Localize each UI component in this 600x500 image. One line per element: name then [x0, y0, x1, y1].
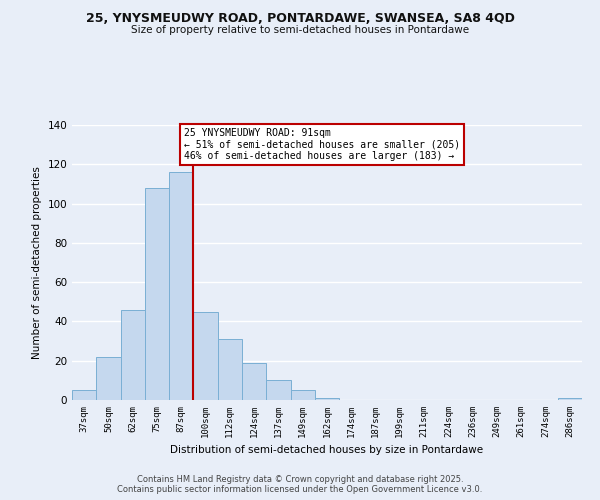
Bar	[558, 398, 582, 400]
Bar	[121, 310, 145, 400]
Bar	[266, 380, 290, 400]
Text: Contains HM Land Registry data © Crown copyright and database right 2025.
Contai: Contains HM Land Registry data © Crown c…	[118, 474, 482, 494]
Text: Size of property relative to semi-detached houses in Pontardawe: Size of property relative to semi-detach…	[131, 25, 469, 35]
Text: 25 YNYSMEUDWY ROAD: 91sqm
← 51% of semi-detached houses are smaller (205)
46% of: 25 YNYSMEUDWY ROAD: 91sqm ← 51% of semi-…	[184, 128, 460, 161]
Bar	[315, 398, 339, 400]
Bar	[218, 339, 242, 400]
Bar	[169, 172, 193, 400]
Bar	[290, 390, 315, 400]
Bar	[242, 362, 266, 400]
Bar	[72, 390, 96, 400]
Bar	[145, 188, 169, 400]
Bar	[193, 312, 218, 400]
Bar	[96, 357, 121, 400]
Y-axis label: Number of semi-detached properties: Number of semi-detached properties	[32, 166, 42, 359]
X-axis label: Distribution of semi-detached houses by size in Pontardawe: Distribution of semi-detached houses by …	[170, 446, 484, 456]
Text: 25, YNYSMEUDWY ROAD, PONTARDAWE, SWANSEA, SA8 4QD: 25, YNYSMEUDWY ROAD, PONTARDAWE, SWANSEA…	[86, 12, 514, 26]
